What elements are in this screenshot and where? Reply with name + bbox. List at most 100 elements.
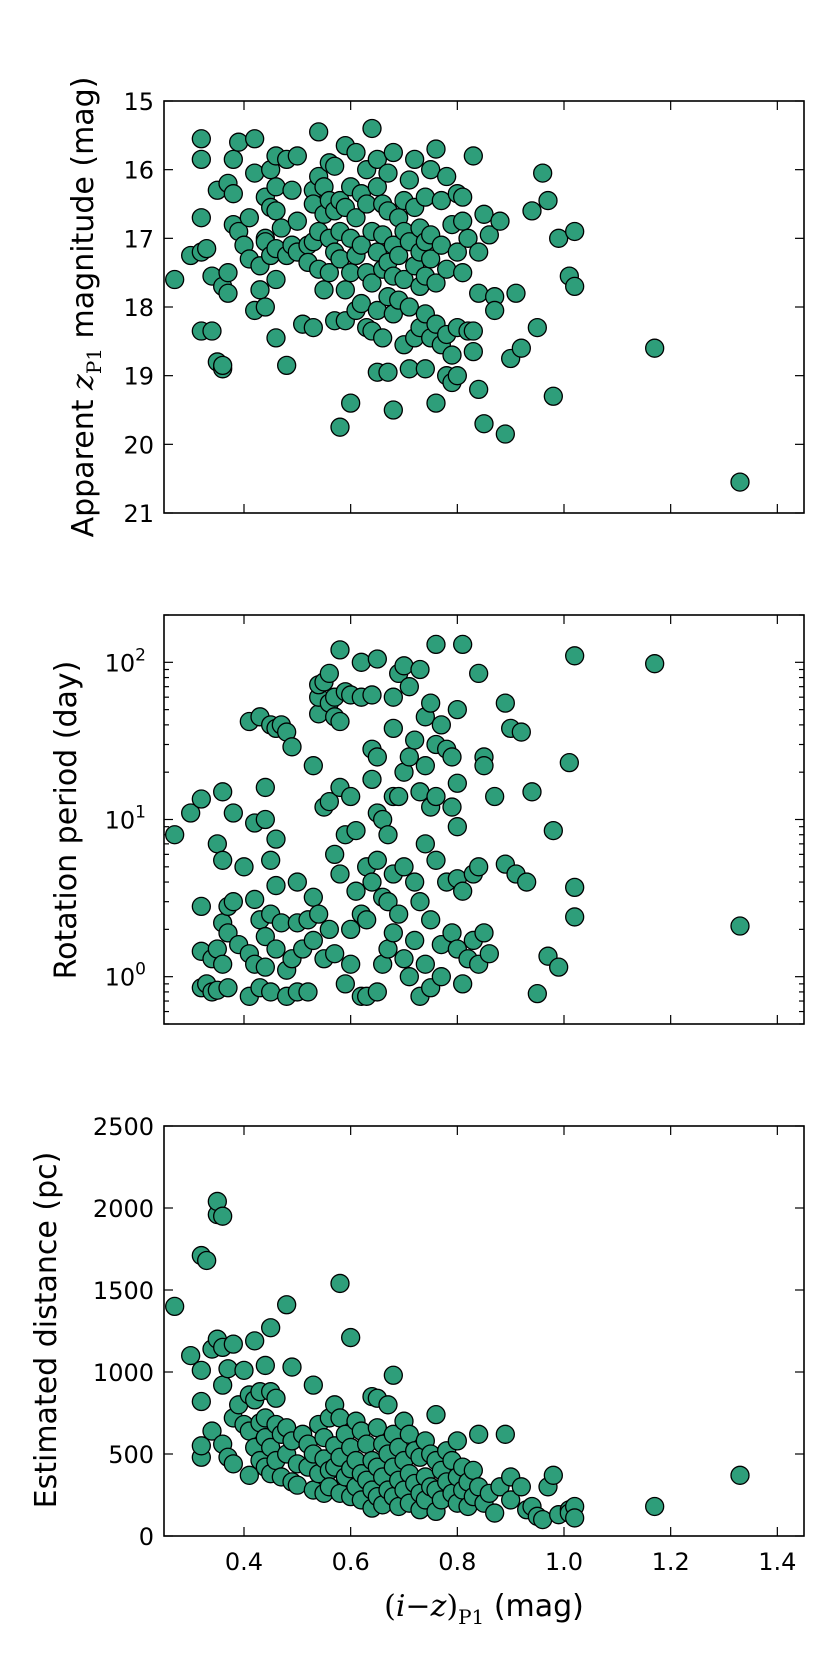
data-point xyxy=(229,132,249,152)
data-point xyxy=(197,1250,217,1271)
data-point xyxy=(362,273,382,293)
data-point xyxy=(325,944,345,964)
data-point xyxy=(346,881,366,901)
data-point xyxy=(165,269,185,290)
data-point xyxy=(559,752,579,773)
data-point xyxy=(442,797,462,817)
data-point xyxy=(426,393,446,413)
data-point xyxy=(202,1421,222,1441)
data-point xyxy=(261,982,281,1002)
y-tick-label: 100 xyxy=(105,960,146,992)
data-point xyxy=(527,983,547,1004)
data-point xyxy=(485,300,505,321)
data-point xyxy=(415,834,435,854)
y-tick-label: 17 xyxy=(123,225,154,253)
data-point xyxy=(426,634,446,655)
data-point xyxy=(565,1508,585,1528)
data-point xyxy=(266,1388,286,1408)
data-point xyxy=(410,892,430,912)
data-point xyxy=(415,756,435,776)
data-point xyxy=(255,957,275,977)
data-point xyxy=(383,1365,403,1385)
data-point xyxy=(453,974,473,994)
data-point xyxy=(490,211,510,231)
data-point xyxy=(250,280,270,300)
data-point xyxy=(181,803,201,823)
data-point xyxy=(447,366,467,386)
data-point xyxy=(223,1454,243,1474)
scatter-points xyxy=(165,1191,750,1530)
data-point xyxy=(410,659,430,680)
data-point xyxy=(511,722,531,742)
data-point xyxy=(645,1496,665,1517)
data-point xyxy=(309,904,329,924)
data-point xyxy=(266,269,286,290)
data-point xyxy=(255,809,275,830)
data-point xyxy=(341,393,361,413)
data-point xyxy=(565,221,585,242)
data-point xyxy=(565,276,585,297)
x-tick-label: 1.0 xyxy=(545,1548,583,1576)
data-point xyxy=(277,355,297,376)
data-point xyxy=(527,317,547,338)
data-point xyxy=(469,663,489,684)
data-point xyxy=(191,1436,211,1456)
data-point xyxy=(213,355,233,376)
x-tick-label: 0.4 xyxy=(225,1548,263,1576)
data-point xyxy=(495,693,515,713)
x-axis-ticks: 0.4 0.6 0.8 1.0 1.2 1.4 xyxy=(225,1126,796,1576)
data-point xyxy=(415,359,435,379)
data-point xyxy=(394,656,414,676)
data-point xyxy=(447,773,467,793)
data-point xyxy=(549,957,569,977)
data-point xyxy=(378,939,398,959)
data-point xyxy=(325,844,345,865)
data-point xyxy=(383,923,403,943)
data-point xyxy=(255,1355,275,1376)
data-point xyxy=(202,321,222,341)
x-tick-label: 1.4 xyxy=(758,1548,796,1576)
data-point xyxy=(421,160,441,180)
data-point xyxy=(426,1404,446,1425)
data-point xyxy=(447,699,467,720)
y-axis-label: Rotation period (day) xyxy=(49,661,84,980)
data-point xyxy=(405,730,425,750)
data-point xyxy=(245,889,265,910)
data-point xyxy=(181,1345,201,1366)
plot-frame xyxy=(163,1125,805,1537)
data-point xyxy=(479,944,499,964)
data-point xyxy=(218,263,238,283)
data-point xyxy=(431,967,451,987)
y-tick-label: 19 xyxy=(123,363,154,391)
data-point xyxy=(495,424,515,444)
data-point xyxy=(266,939,286,959)
y-tick-label: 2500 xyxy=(93,1113,154,1141)
data-point xyxy=(522,201,542,221)
data-point xyxy=(341,786,361,807)
data-point xyxy=(543,386,563,406)
data-point xyxy=(378,825,398,845)
data-point xyxy=(474,204,494,224)
data-point xyxy=(282,737,302,757)
data-point xyxy=(303,756,323,776)
data-point xyxy=(405,930,425,951)
data-point xyxy=(543,820,563,841)
data-point xyxy=(213,954,233,974)
data-point xyxy=(426,139,446,159)
data-point xyxy=(463,1460,483,1481)
data-point xyxy=(319,663,339,684)
data-point xyxy=(319,791,339,812)
data-point xyxy=(533,163,553,183)
data-point xyxy=(239,1465,259,1485)
data-point xyxy=(319,263,339,283)
data-point xyxy=(335,974,355,994)
data-point xyxy=(426,786,446,807)
data-point xyxy=(394,949,414,969)
data-point xyxy=(517,872,537,892)
data-point xyxy=(421,249,441,269)
data-point xyxy=(330,417,350,437)
data-point xyxy=(282,1357,302,1377)
data-point xyxy=(442,923,462,943)
data-point xyxy=(367,149,387,170)
data-point xyxy=(261,1318,281,1338)
